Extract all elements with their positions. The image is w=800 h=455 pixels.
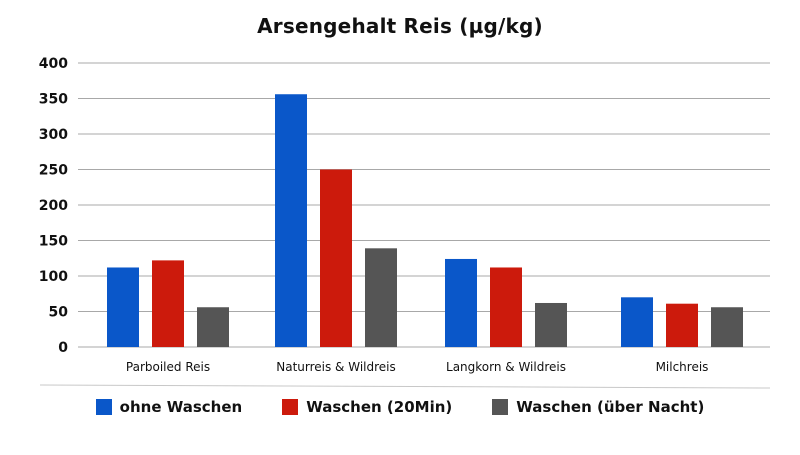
y-axis-ticks: 0 50 100 150 200 250 300 350 400 <box>39 56 68 356</box>
bar <box>320 169 352 347</box>
x-axis-labels: Parboiled Reis Naturreis & Wildreis Langko… <box>126 360 709 374</box>
legend-item: ohne Waschen <box>95 398 243 416</box>
x-tick-label: Langkorn & Wildreis <box>446 360 566 374</box>
bars <box>107 94 743 348</box>
bar <box>711 307 743 347</box>
y-tick-label: 200 <box>39 198 68 214</box>
legend-swatch <box>95 399 112 415</box>
bar <box>107 267 139 347</box>
y-tick-label: 50 <box>49 305 69 321</box>
bar <box>197 307 229 347</box>
legend: ohne Waschen Waschen (20Min) Waschen (üb… <box>0 398 800 416</box>
y-tick-label: 400 <box>39 56 68 72</box>
legend-item: Waschen (über Nacht) <box>492 398 704 416</box>
bar <box>490 267 522 347</box>
legend-swatch <box>492 399 509 415</box>
y-tick-label: 150 <box>39 234 68 250</box>
gridlines <box>78 62 770 348</box>
bar <box>666 303 698 347</box>
bar <box>621 297 653 347</box>
y-tick-label: 0 <box>58 340 68 356</box>
chart-title: Arsengehalt Reis (µg/kg) <box>257 14 543 38</box>
bar <box>152 260 184 347</box>
y-tick-label: 100 <box>39 269 68 285</box>
x-tick-label: Parboiled Reis <box>126 360 210 374</box>
bar <box>365 248 397 347</box>
legend-separator <box>39 384 771 389</box>
y-tick-label: 300 <box>39 127 68 143</box>
legend-swatch <box>282 399 299 415</box>
y-tick-label: 350 <box>39 92 68 108</box>
x-tick-label: Naturreis & Wildreis <box>276 360 396 374</box>
bar <box>535 302 567 347</box>
bar <box>275 94 307 348</box>
legend-label: Waschen (20Min) <box>306 398 453 416</box>
legend-label: ohne Waschen <box>119 398 243 416</box>
legend-item: Waschen (20Min) <box>282 398 452 416</box>
x-tick-label: Milchreis <box>656 360 709 374</box>
legend-label: Waschen (über Nacht) <box>516 398 705 416</box>
y-tick-label: 250 <box>39 163 68 179</box>
bar <box>445 258 477 347</box>
